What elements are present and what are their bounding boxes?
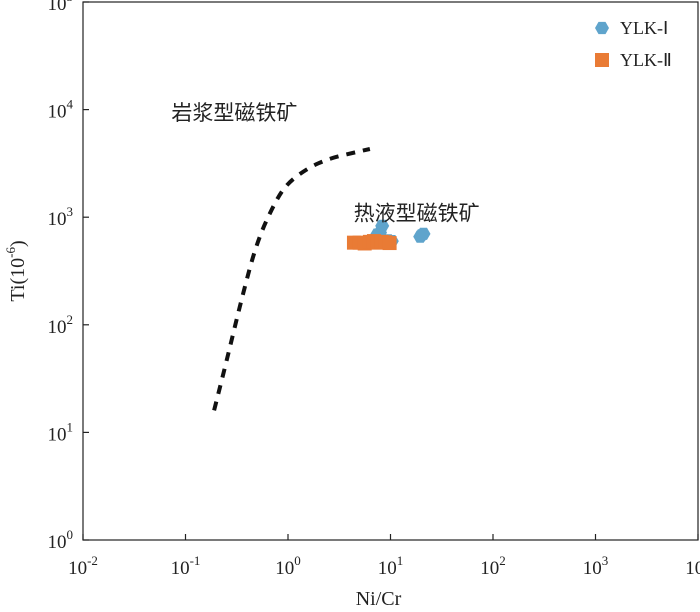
data-point [414,229,429,242]
boundary-curve [212,147,371,411]
x-tick-label: 100 [275,553,301,579]
legend-marker [595,21,609,35]
legend: YLK-Ⅰ YLK-Ⅱ [595,18,672,70]
x-axis-title: Ni/Cr [356,588,402,610]
data-point [375,219,390,232]
legend-marker [595,53,609,67]
x-tick-label: 104 [685,553,700,579]
y-tick-label: 104 [48,97,74,123]
y-tick-label: 105 [48,0,74,15]
boundary-curve-layer [212,147,371,411]
y-axis-title: Ti(10-6) [3,240,29,301]
x-tick-label: 101 [378,553,404,579]
y-tick-label: 101 [48,419,74,445]
x-tick-label: 10-2 [68,553,98,579]
x-tick-label: 102 [480,553,506,579]
legend-item-2: YLK-Ⅱ [595,50,672,70]
legend-label: YLK-Ⅱ [620,50,672,70]
points-layer [346,219,431,251]
legend-label: YLK-Ⅰ [620,18,668,38]
region-label-2: 热液型磁铁矿 [354,202,480,226]
data-point [382,236,397,251]
region-label-1: 岩浆型磁铁矿 [171,101,297,125]
axes: 10-2 10-1 100 101 102 103 104 100 101 102 103 104 10… [3,0,700,610]
legend-item-1: YLK-Ⅰ [595,18,668,38]
x-tick-label: 103 [583,553,609,579]
y-tick-label: 102 [48,312,74,338]
x-tick-label: 10-1 [171,553,201,579]
series-2 [346,234,397,251]
y-tick-label: 100 [48,527,74,553]
y-tick-label: 103 [48,204,74,230]
plot-frame [82,1,699,541]
